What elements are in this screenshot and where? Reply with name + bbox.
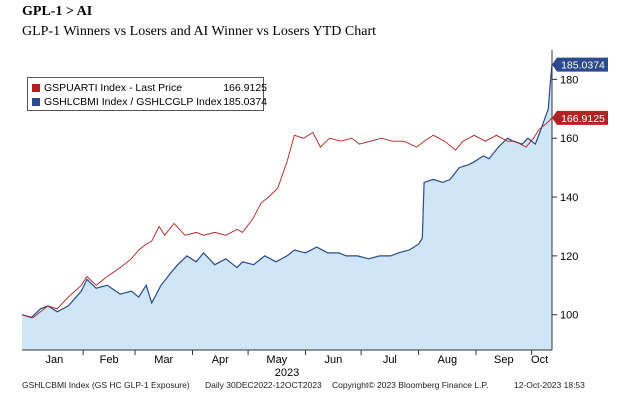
x-tick-label: Feb	[100, 354, 119, 366]
y-tick-label: 100	[560, 310, 578, 322]
last-value-flag-red-label: 166.9125	[561, 113, 605, 125]
x-tick-label: Aug	[438, 354, 458, 366]
legend-label: GSHLCBMI Index / GSHLCGLP Index	[44, 95, 222, 108]
x-tick-label: Jan	[46, 354, 64, 366]
last-value-flag-red	[552, 110, 608, 125]
y-tick-label: 140	[560, 192, 578, 204]
legend-label: GSPUARTI Index - Last Price	[44, 81, 183, 94]
y-tick-label: 120	[560, 251, 578, 263]
chart-title: GPL-1 > AI	[22, 4, 93, 19]
footer-copyright: Copyright© 2023 Bloomberg Finance L.P.	[332, 380, 489, 390]
x-tick-label: Jul	[383, 354, 397, 366]
legend-value: 185.0374	[223, 95, 267, 108]
y-tick-label: 160	[560, 133, 578, 145]
series-line-gspuarti	[21, 117, 553, 319]
legend-swatch-red	[32, 83, 40, 92]
legend-item-gspuarti: GSPUARTI Index - Last Price 166.9125	[32, 81, 267, 94]
series-line-gshlcbmi	[21, 64, 553, 319]
y-tick-label: 180	[560, 74, 578, 86]
x-tick-label: May	[266, 354, 287, 366]
x-tick-label: Sep	[494, 354, 514, 366]
legend-swatch-blue	[32, 97, 40, 106]
footer-range: Daily 30DEC2022-12OCT2023	[205, 380, 322, 390]
chart-subtitle: GLP-1 Winners vs Losers and AI Winner vs…	[22, 24, 377, 39]
last-value-flag-blue	[552, 57, 608, 72]
footer-source: GSHLCBMI Index (GS HC GLP-1 Exposure)	[22, 380, 190, 390]
series-area-fill	[22, 64, 552, 350]
legend-item-gshlcbmi: GSHLCBMI Index / GSHLCGLP Index 185.0374	[32, 95, 267, 108]
x-tick-label: Apr	[212, 354, 229, 366]
legend-value: 166.9125	[223, 81, 267, 94]
footer-date: 12-Oct-2023 18:53	[514, 380, 585, 390]
last-value-flag-blue-label: 185.0374	[561, 60, 605, 72]
x-axis-year-label: 2023	[275, 367, 299, 379]
chart-legend: GSPUARTI Index - Last Price 166.9125 GSH…	[27, 77, 267, 111]
x-tick-label: Jun	[324, 354, 342, 366]
x-tick-label: Oct	[531, 354, 548, 366]
x-tick-label: Mar	[154, 354, 173, 366]
